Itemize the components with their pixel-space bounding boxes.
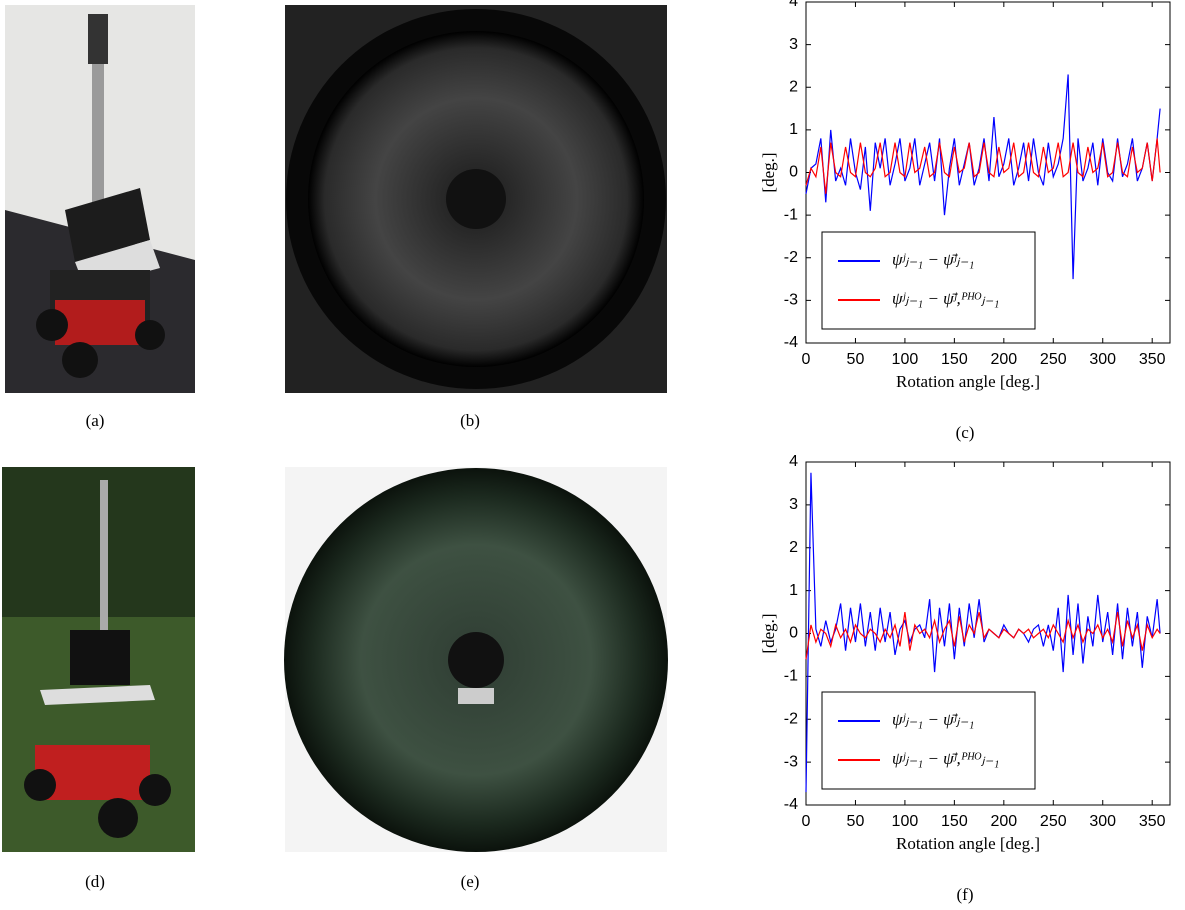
legend-box	[821, 691, 1036, 790]
photo-e	[284, 467, 668, 852]
y-tick-label: -4	[784, 334, 798, 351]
y-tick-label: 0	[789, 164, 798, 181]
y-tick-label: 0	[789, 625, 798, 642]
y-tick-label: 4	[789, 0, 798, 10]
x-axis-label: Rotation angle [deg.]	[896, 372, 1040, 391]
caption: (d)	[85, 872, 105, 891]
y-tick-label: -3	[784, 292, 798, 309]
series-line	[805, 611, 1161, 660]
x-tick-label: 350	[1139, 813, 1166, 830]
legend-label: ψʲⱼ₋₁ − ψ̄ʲⱼ₋₁	[892, 250, 974, 269]
legend-label: ψʲⱼ₋₁ − ψ̄ʲ,ᴾᴴᴼⱼ₋₁	[892, 749, 999, 768]
x-tick-label: 0	[802, 813, 811, 830]
y-tick-label: 4	[789, 453, 798, 470]
photo-d	[2, 467, 195, 852]
legend-box	[821, 231, 1036, 330]
y-tick-label: 2	[789, 78, 798, 95]
photo-a	[5, 5, 195, 393]
caption: (b)	[460, 411, 480, 430]
y-tick-label: -2	[784, 249, 798, 266]
y-tick-label: 1	[789, 121, 798, 138]
x-tick-label: 200	[990, 351, 1017, 368]
y-tick-label: -2	[784, 710, 798, 727]
x-tick-label: 150	[941, 813, 968, 830]
y-tick-label: 1	[789, 582, 798, 599]
caption: (c)	[956, 423, 975, 442]
y-tick-label: -3	[784, 753, 798, 770]
series-line	[805, 74, 1161, 280]
y-tick-label: -1	[784, 668, 798, 685]
y-axis-label: [deg.]	[759, 613, 778, 653]
caption: (e)	[461, 872, 480, 891]
series-line	[805, 138, 1161, 194]
x-tick-label: 150	[941, 351, 968, 368]
x-tick-label: 50	[847, 351, 865, 368]
x-tick-label: 300	[1089, 351, 1116, 368]
y-tick-label: 2	[789, 539, 798, 556]
x-tick-label: 100	[892, 351, 919, 368]
x-axis-label: Rotation angle [deg.]	[896, 834, 1040, 853]
photo-b	[285, 5, 667, 393]
x-tick-label: 350	[1139, 351, 1166, 368]
x-tick-label: 300	[1089, 813, 1116, 830]
x-tick-label: 250	[1040, 351, 1067, 368]
caption: (f)	[957, 885, 974, 904]
legend-label: ψʲⱼ₋₁ − ψ̄ʲ,ᴾᴴᴼⱼ₋₁	[892, 289, 999, 308]
y-tick-label: -1	[784, 206, 798, 223]
y-tick-label: 3	[789, 36, 798, 53]
legend-label: ψʲⱼ₋₁ − ψ̄ʲⱼ₋₁	[892, 710, 974, 729]
x-tick-label: 250	[1040, 813, 1067, 830]
caption: (a)	[86, 411, 105, 430]
x-tick-label: 100	[892, 813, 919, 830]
y-tick-label: 3	[789, 496, 798, 513]
y-axis-label: [deg.]	[759, 152, 778, 192]
series-line	[805, 472, 1161, 793]
x-tick-label: 200	[990, 813, 1017, 830]
y-tick-label: -4	[784, 796, 798, 813]
x-tick-label: 0	[802, 351, 811, 368]
x-tick-label: 50	[847, 813, 865, 830]
